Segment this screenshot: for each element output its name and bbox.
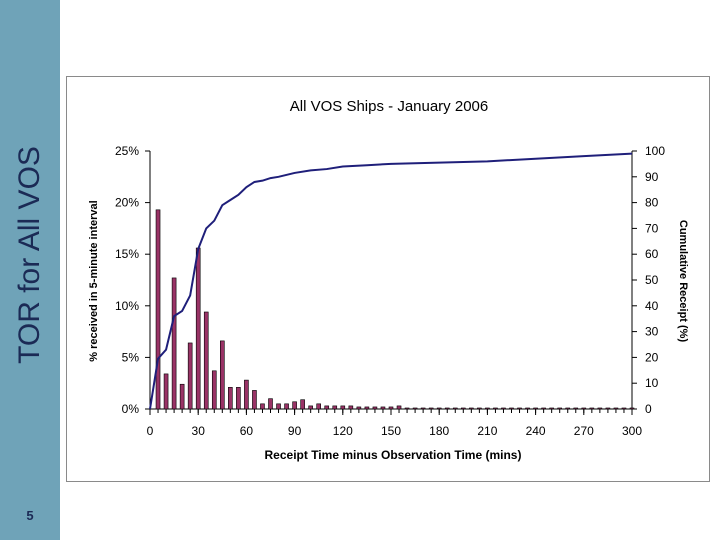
cumulative-line-series <box>149 152 633 410</box>
y-tick-label: 25% <box>115 144 139 158</box>
bar <box>300 399 305 410</box>
bar <box>163 373 169 410</box>
bar-series <box>155 209 635 410</box>
bar <box>509 407 514 410</box>
bar <box>324 405 330 410</box>
y-tick-label: 0% <box>122 402 140 416</box>
y2-tick-label: 30 <box>645 325 659 339</box>
bar <box>364 406 370 410</box>
bar <box>372 406 378 410</box>
x-axis-label: Receipt Time minus Observation Time (min… <box>265 448 522 462</box>
bar <box>252 390 257 410</box>
x-tick-label: 90 <box>288 424 302 438</box>
bar <box>428 407 434 410</box>
y-axis-label: % received in 5-minute interval <box>88 200 100 361</box>
bar <box>276 403 281 410</box>
x-tick-label: 30 <box>192 424 206 438</box>
y-tick-label: 10% <box>115 299 139 313</box>
bar <box>533 407 538 410</box>
bar <box>452 407 458 410</box>
y-tick-label: 5% <box>122 350 140 364</box>
y2-tick-label: 0 <box>645 402 652 416</box>
bar <box>284 403 289 410</box>
bar <box>557 407 563 410</box>
y2-axis-label: Cumulative Receipt (%) <box>677 220 689 343</box>
bar <box>517 407 522 410</box>
x-tick-label: 0 <box>147 424 154 438</box>
bar <box>292 401 297 410</box>
slide-number: 5 <box>26 508 34 523</box>
bar <box>195 247 201 410</box>
bar <box>155 209 161 410</box>
y2-tick-label: 80 <box>645 196 659 210</box>
bar <box>460 407 466 410</box>
bar <box>236 387 241 410</box>
x-tick-label: 180 <box>429 424 449 438</box>
bar <box>525 407 530 410</box>
slide-sidebar <box>0 0 60 540</box>
bar <box>260 403 265 410</box>
bar <box>501 407 506 410</box>
bar <box>436 407 442 410</box>
x-tick-label: 270 <box>574 424 594 438</box>
bar <box>268 398 273 410</box>
bar <box>477 407 482 410</box>
y2-tick-label: 10 <box>645 376 659 390</box>
bar <box>589 407 595 410</box>
bar <box>444 407 450 410</box>
y2-tick-label: 20 <box>645 350 659 364</box>
bar <box>228 387 233 410</box>
x-tick-label: 210 <box>477 424 497 438</box>
y2-tick-label: 60 <box>645 247 659 261</box>
x-tick-label: 300 <box>622 424 642 438</box>
y2-tick-label: 100 <box>645 144 665 158</box>
bar <box>549 407 554 410</box>
bar <box>485 407 490 410</box>
bar <box>308 405 313 410</box>
bar <box>420 407 426 410</box>
y2-tick-label: 50 <box>645 273 659 287</box>
bar <box>220 340 225 410</box>
bar <box>605 407 611 410</box>
bar <box>356 406 362 410</box>
bar <box>340 405 346 410</box>
chart-title: All VOS Ships - January 2006 <box>290 98 488 115</box>
bar <box>597 407 603 410</box>
bar <box>171 277 177 410</box>
bar <box>493 407 498 410</box>
x-tick-label: 150 <box>381 424 401 438</box>
bar <box>469 407 474 410</box>
bar <box>565 407 571 410</box>
bar <box>629 407 635 410</box>
y2-tick-label: 90 <box>645 170 659 184</box>
bar <box>621 407 627 410</box>
bar <box>573 407 579 410</box>
bar <box>332 405 338 410</box>
bar <box>179 383 185 410</box>
bar <box>187 342 193 410</box>
bar <box>380 406 386 410</box>
bar <box>316 403 322 410</box>
axes: 0 30 60 90 120 150 180 210 240 270 3000%5%10%15%20… <box>115 144 665 438</box>
y-tick-label: 15% <box>115 247 139 261</box>
bar <box>396 405 402 410</box>
bar <box>412 407 418 410</box>
bar <box>203 311 209 410</box>
bar <box>244 379 249 410</box>
cumulative-line <box>149 152 633 410</box>
x-tick-label: 60 <box>240 424 254 438</box>
bar <box>388 406 394 410</box>
y-tick-label: 20% <box>115 196 139 210</box>
x-tick-label: 120 <box>333 424 353 438</box>
bar <box>211 370 217 410</box>
bar <box>348 405 354 410</box>
bar <box>404 407 410 410</box>
y2-tick-label: 40 <box>645 299 659 313</box>
y2-tick-label: 70 <box>645 221 659 235</box>
x-tick-label: 240 <box>526 424 546 438</box>
bar <box>613 407 619 410</box>
bar <box>541 407 546 410</box>
bar <box>581 407 587 410</box>
